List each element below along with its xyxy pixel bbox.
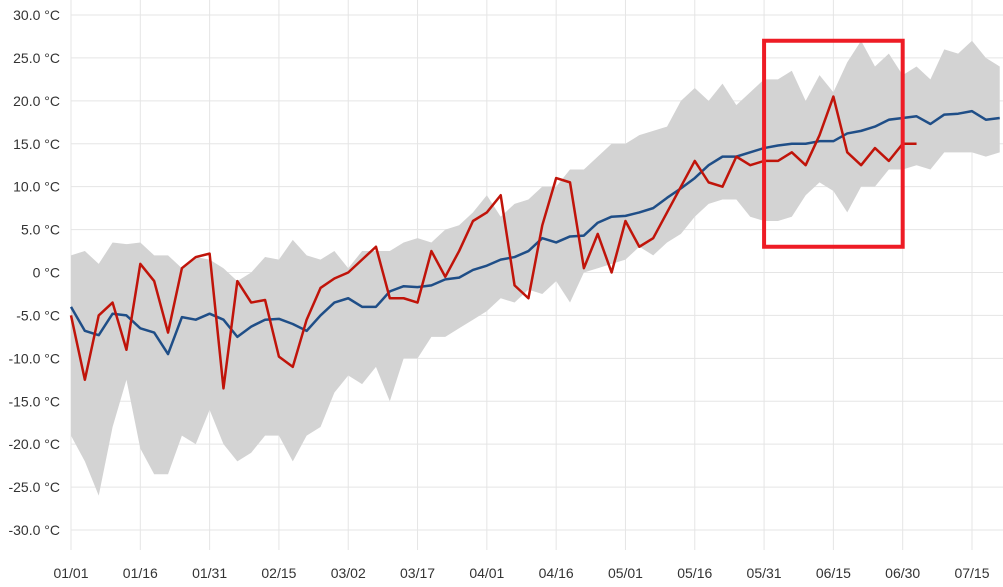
x-axis: 01/01 01/16 01/31 02/15 03/02 03/17 04/01 04/16… bbox=[53, 565, 989, 581]
x-tick-label: 03/02 bbox=[331, 565, 366, 581]
x-tick-label: 01/31 bbox=[192, 565, 227, 581]
series-lines bbox=[69, 95, 1000, 390]
y-tick-label: 15.0 °C bbox=[13, 136, 60, 152]
x-tick-label: 05/31 bbox=[747, 565, 782, 581]
x-tick-label: 05/16 bbox=[677, 565, 712, 581]
x-tick-label: 06/15 bbox=[816, 565, 851, 581]
highlight-rectangle bbox=[762, 38, 905, 249]
x-tick-label: 04/16 bbox=[539, 565, 574, 581]
y-tick-label: 30.0 °C bbox=[13, 7, 60, 23]
y-tick-label: -20.0 °C bbox=[8, 436, 60, 452]
y-tick-label: 20.0 °C bbox=[13, 93, 60, 109]
y-tick-label: 0 °C bbox=[33, 265, 60, 281]
x-tick-label: 05/01 bbox=[608, 565, 643, 581]
y-tick-label: -30.0 °C bbox=[8, 522, 60, 538]
y-axis: 30.0 °C 25.0 °C 20.0 °C 15.0 °C 10.0 °C 5.0 °… bbox=[8, 7, 60, 538]
x-tick-label: 04/01 bbox=[469, 565, 504, 581]
x-tick-label: 02/15 bbox=[261, 565, 296, 581]
y-tick-label: 25.0 °C bbox=[13, 50, 60, 66]
y-tick-label: -5.0 °C bbox=[16, 307, 60, 323]
y-tick-label: -25.0 °C bbox=[8, 479, 60, 495]
x-tick-label: 01/16 bbox=[123, 565, 158, 581]
y-tick-label: -10.0 °C bbox=[8, 350, 60, 366]
x-tick-label: 06/30 bbox=[885, 565, 920, 581]
y-tick-label: 5.0 °C bbox=[21, 222, 60, 238]
average-temperature-line bbox=[69, 109, 1000, 356]
highlight-box bbox=[762, 38, 905, 249]
y-tick-label: -15.0 °C bbox=[8, 393, 60, 409]
x-tick-label: 07/15 bbox=[954, 565, 989, 581]
actual-temperature-line bbox=[69, 95, 917, 390]
y-tick-label: 10.0 °C bbox=[13, 179, 60, 195]
x-tick-label: 03/17 bbox=[400, 565, 435, 581]
x-tick-label: 01/01 bbox=[53, 565, 88, 581]
